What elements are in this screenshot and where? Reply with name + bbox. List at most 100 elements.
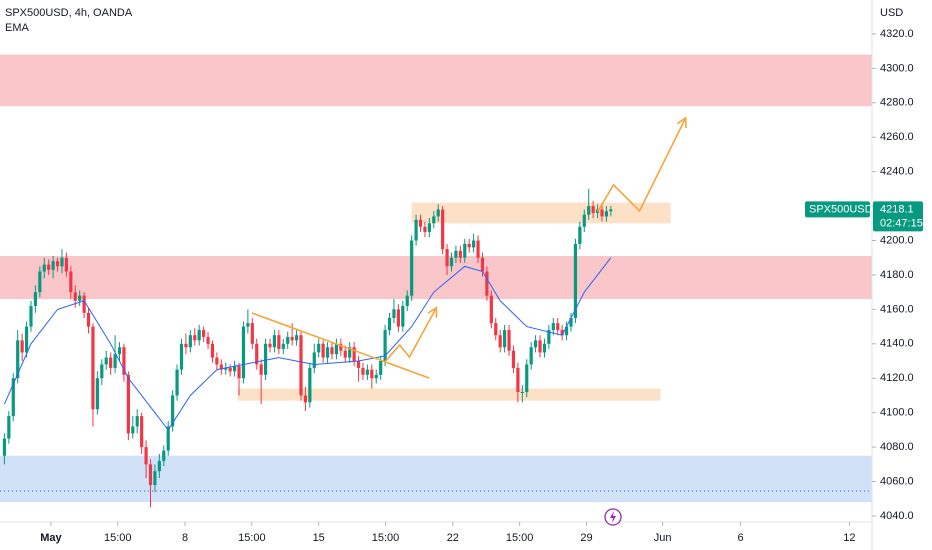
candle-body <box>206 336 210 344</box>
candle-body <box>104 357 108 365</box>
candle-body <box>299 335 303 396</box>
candle-body <box>290 336 294 341</box>
candle-body <box>370 369 374 379</box>
y-tick-label: 4080.0 <box>880 441 914 453</box>
candle-body <box>29 305 33 327</box>
candle-body <box>171 395 175 427</box>
candle-body <box>317 343 321 353</box>
candle-body <box>91 326 95 410</box>
x-tick-label: May <box>40 532 62 544</box>
candle-body <box>533 340 538 348</box>
candle-body <box>538 340 542 353</box>
y-tick-label: 4260.0 <box>880 131 914 143</box>
candle-body <box>401 305 405 327</box>
x-tick-label: 8 <box>182 532 188 544</box>
candle-body <box>140 416 144 448</box>
candle-body <box>582 214 586 227</box>
y-tick-label: 4120.0 <box>880 372 914 384</box>
zone <box>0 256 872 300</box>
y-tick-label: 4200.0 <box>880 234 914 246</box>
candle-body <box>330 347 334 355</box>
y-tick-label: 4160.0 <box>880 303 914 315</box>
candle-body <box>184 343 188 348</box>
arrow-head <box>676 116 687 128</box>
candle-body <box>325 347 330 358</box>
candle-body <box>410 240 414 296</box>
plot-area <box>0 54 872 508</box>
candle-body <box>454 250 458 258</box>
x-tick-label: 15 <box>313 532 325 544</box>
candle-body <box>268 343 272 348</box>
candle-body <box>100 364 104 379</box>
candle-body <box>609 209 613 212</box>
x-tick-label: 6 <box>737 532 743 544</box>
candle-body <box>494 323 498 336</box>
trend-drawing <box>384 307 438 363</box>
candle-body <box>64 257 68 272</box>
candle-body <box>547 330 551 344</box>
candle-body <box>489 295 493 324</box>
candle-body <box>551 323 555 331</box>
y-tick-label: 4140.0 <box>880 338 914 350</box>
candle-body <box>361 367 365 375</box>
y-tick-label: 4100.0 <box>880 407 914 419</box>
candle-body <box>432 216 436 224</box>
candle-body <box>24 326 29 353</box>
candle-body <box>312 352 316 368</box>
arrow-head <box>427 306 438 318</box>
candle-body <box>113 354 117 368</box>
candle-body <box>148 464 153 485</box>
candle-body <box>511 350 516 368</box>
zone <box>0 455 872 503</box>
candle-body <box>339 343 343 351</box>
candle-body <box>365 369 369 375</box>
candle-body <box>348 347 352 358</box>
candle-body <box>2 438 7 456</box>
candle-body <box>498 335 502 348</box>
candle-body <box>458 250 462 258</box>
candle-body <box>117 347 122 355</box>
x-tick-label: 15:00 <box>238 532 266 544</box>
indicator-label: EMA <box>5 22 30 34</box>
zone <box>0 54 872 107</box>
candle-body <box>587 206 591 215</box>
candle-body <box>166 426 170 451</box>
candle-body <box>480 257 485 272</box>
candle-body <box>69 271 73 293</box>
candle-body <box>418 219 423 227</box>
candle-body <box>55 261 60 267</box>
candle-body <box>308 367 312 403</box>
candle-body <box>396 309 400 327</box>
candle-body <box>556 323 560 331</box>
candle-body <box>441 209 445 250</box>
candle-body <box>525 364 529 393</box>
candle-body <box>20 340 24 353</box>
last-price-badge <box>873 201 923 232</box>
x-tick-label: 15:00 <box>506 532 534 544</box>
candle-body <box>47 264 51 270</box>
y-tick-label: 4320.0 <box>880 28 914 40</box>
candle-body <box>188 335 192 348</box>
candle-body <box>272 335 277 348</box>
candle-body <box>294 335 299 341</box>
candle-body <box>427 223 431 232</box>
candle-body <box>73 292 77 301</box>
candle-body <box>179 343 184 370</box>
candle-body <box>82 295 86 313</box>
candle-body <box>356 361 361 368</box>
candle-body <box>42 264 46 272</box>
candle-body <box>600 209 604 217</box>
y-tick-label: 4300.0 <box>880 62 914 74</box>
candle-body <box>51 261 55 270</box>
candle-body <box>463 243 467 258</box>
countdown-label: 02:47:15 <box>880 217 923 229</box>
x-tick-label: 15:00 <box>372 532 400 544</box>
candle-body <box>573 243 578 318</box>
candle-body <box>157 460 161 472</box>
candle-body <box>162 450 166 461</box>
candle-body <box>33 292 38 306</box>
event-icon[interactable] <box>604 508 622 526</box>
candle-body <box>228 367 232 372</box>
candle-body <box>210 343 215 358</box>
